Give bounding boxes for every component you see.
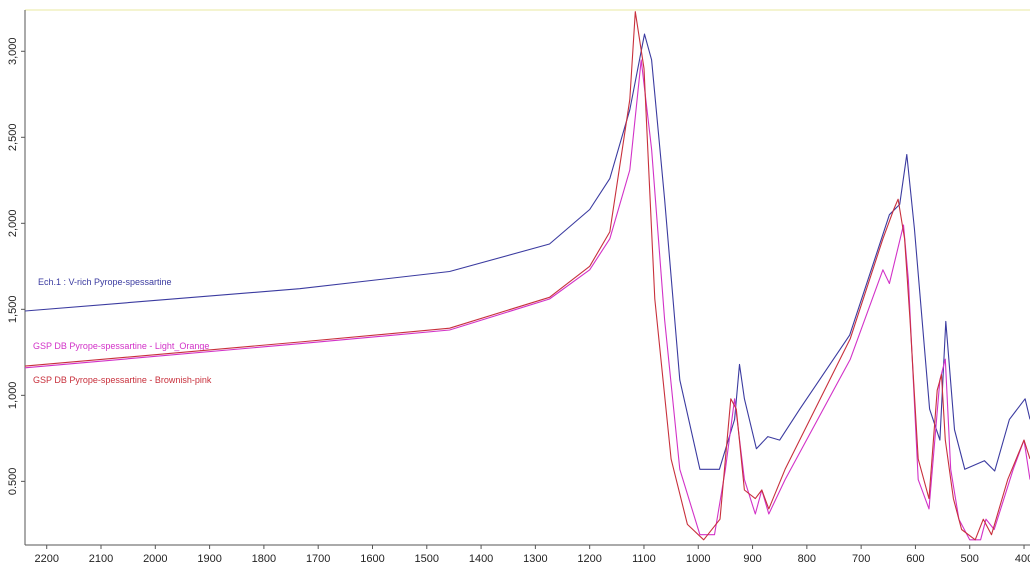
x-tick-label: 1600 — [360, 553, 384, 565]
x-tick-label: 2200 — [34, 553, 58, 565]
x-tick-label: 1900 — [197, 553, 221, 565]
x-tick-label: 1000 — [686, 553, 710, 565]
spectrum-line — [24, 59, 1030, 541]
y-tick-label: 0.500 — [7, 468, 19, 496]
y-tick-label: 3,000 — [7, 38, 19, 66]
x-tick-label: 2000 — [143, 553, 167, 565]
legend-label: GSP DB Pyrope-spessartine - Light_Orange — [33, 341, 209, 351]
x-tick-label: 1400 — [469, 553, 493, 565]
x-tick-label: 2100 — [89, 553, 113, 565]
y-tick-label: 2,500 — [7, 124, 19, 152]
legend-label: Ech.1 : V-rich Pyrope-spessartine — [38, 277, 172, 287]
x-tick-label: 900 — [743, 553, 761, 565]
x-tick-label: 1500 — [415, 553, 439, 565]
x-tick-label: 700 — [852, 553, 870, 565]
x-tick-label: 1700 — [306, 553, 330, 565]
y-tick-label: 1,500 — [7, 296, 19, 324]
x-tick-label: 1300 — [523, 553, 547, 565]
spectrum-line — [24, 33, 1030, 472]
x-tick-label: 1200 — [577, 553, 601, 565]
y-tick-label: 1,000 — [7, 382, 19, 410]
x-tick-label: 400 — [1015, 553, 1030, 565]
x-tick-label: 1800 — [252, 553, 276, 565]
y-tick-label: 2,000 — [7, 210, 19, 238]
legend-label: GSP DB Pyrope-spessartine - Brownish-pin… — [33, 375, 212, 385]
spectrum-line — [24, 11, 1030, 541]
x-tick-label: 1100 — [632, 553, 656, 565]
x-tick-label: 800 — [798, 553, 816, 565]
x-tick-label: 500 — [961, 553, 979, 565]
x-tick-label: 600 — [906, 553, 924, 565]
